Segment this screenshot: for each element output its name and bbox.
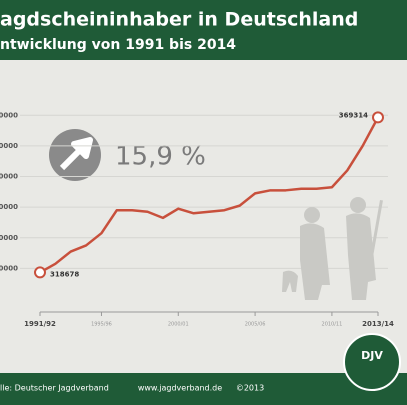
y-tick-label: 320000 xyxy=(0,264,18,272)
chart-subtitle: ntwicklung von 1991 bis 2014 xyxy=(0,37,236,53)
value-label: 369314 xyxy=(339,111,368,119)
logo-badge xyxy=(343,333,401,391)
logo-text: DJV xyxy=(361,349,383,362)
copyright: ©2013 xyxy=(236,384,264,393)
y-tick-label: 330000 xyxy=(0,234,18,242)
line xyxy=(39,116,380,274)
x-tick-label: 2000/01 xyxy=(168,322,189,328)
x-tick-label: 2005/06 xyxy=(245,322,266,328)
footer-band xyxy=(0,373,407,405)
x-tick-label: 1991/92 xyxy=(24,320,56,328)
x-tick-label: 2010/11 xyxy=(322,322,343,328)
value-label: 318678 xyxy=(50,270,79,278)
header-band xyxy=(0,0,407,60)
end-marker xyxy=(372,111,384,124)
source: lle: Deutscher Jagdverband xyxy=(0,384,109,393)
x-tick-label: 1995/96 xyxy=(91,322,112,328)
website: www.jagdverband.de xyxy=(138,384,222,393)
hunters-silhouette xyxy=(282,197,383,300)
y-tick-label: 340000 xyxy=(0,203,18,211)
trend-icon xyxy=(49,129,101,181)
chart-title: agdscheininhaber in Deutschland xyxy=(0,9,358,31)
end-marker xyxy=(34,266,46,279)
y-tick-label: 370000 xyxy=(0,111,18,119)
y-tick-label: 350000 xyxy=(0,173,18,181)
y-tick-label: 360000 xyxy=(0,142,18,150)
x-tick-label: 2013/14 xyxy=(362,320,394,328)
annotation: 15,9 % xyxy=(115,142,206,172)
